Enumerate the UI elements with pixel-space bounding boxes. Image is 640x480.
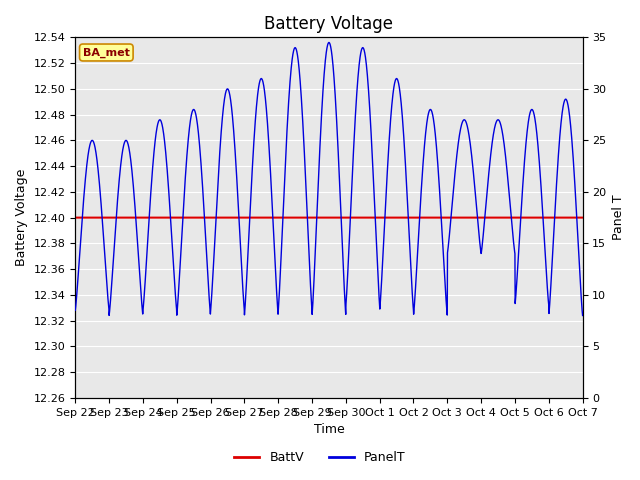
Text: BA_met: BA_met [83, 48, 130, 58]
Y-axis label: Battery Voltage: Battery Voltage [15, 169, 28, 266]
Title: Battery Voltage: Battery Voltage [264, 15, 394, 33]
X-axis label: Time: Time [314, 423, 344, 436]
Legend: BattV, PanelT: BattV, PanelT [229, 446, 411, 469]
Y-axis label: Panel T: Panel T [612, 195, 625, 240]
